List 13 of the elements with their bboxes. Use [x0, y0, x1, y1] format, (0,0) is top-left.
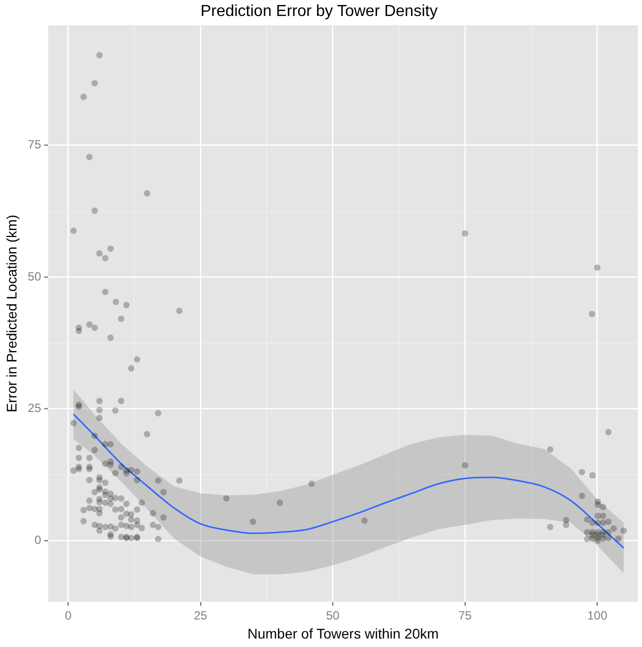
chart-title: Prediction Error by Tower Density — [200, 3, 438, 20]
y-tick-label: 50 — [28, 269, 42, 284]
x-tick-label: 0 — [64, 608, 72, 622]
x-axis-title: Number of Towers within 20km — [247, 625, 439, 642]
x-tick-label: 25 — [194, 608, 208, 622]
x-tick-label: 50 — [326, 608, 340, 622]
y-tick-label: 0 — [34, 532, 42, 547]
y-axis-title: Error in Predicted Location (km) — [3, 214, 20, 412]
line-series — [72, 413, 624, 549]
x-tick-label: 100 — [587, 608, 608, 622]
y-tick-label: 25 — [28, 401, 42, 416]
x-tick-label: 75 — [458, 608, 472, 622]
y-tick-label: 75 — [28, 138, 42, 152]
